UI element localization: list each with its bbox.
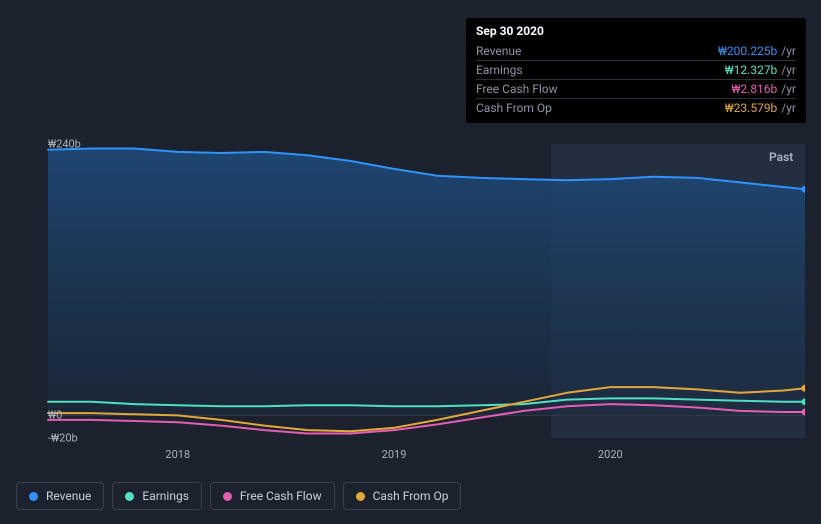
legend-dot-icon (125, 492, 134, 501)
legend-item[interactable]: Earnings (112, 482, 202, 510)
legend-dot-icon (29, 492, 38, 501)
legend: Revenue Earnings Free Cash Flow Cash From O… (16, 482, 461, 510)
tooltip-row-value: ₩2.816b/yr (732, 82, 796, 96)
legend-dot-icon (223, 492, 232, 501)
legend-label: Earnings (142, 489, 189, 503)
tooltip-row: Earnings ₩12.327b/yr (476, 60, 796, 79)
tooltip-row: Revenue ₩200.225b/yr (476, 42, 796, 60)
legend-label: Revenue (46, 489, 91, 503)
tooltip-row-label: Cash From Op (476, 101, 552, 115)
chart-tooltip: Sep 30 2020 Revenue ₩200.225b/yr Earnings ₩… (466, 18, 806, 123)
x-axis-label: 2020 (598, 448, 623, 461)
tooltip-row-label: Revenue (476, 44, 521, 58)
tooltip-row-label: Earnings (476, 63, 523, 77)
tooltip-row: Free Cash Flow ₩2.816b/yr (476, 79, 796, 98)
tooltip-row-value: ₩23.579b/yr (725, 101, 796, 115)
x-axis-label: 2018 (165, 448, 190, 461)
chart-panel: Sep 30 2020 Revenue ₩200.225b/yr Earnings ₩… (0, 0, 821, 524)
legend-item[interactable]: Free Cash Flow (210, 482, 335, 510)
past-label: Past (769, 150, 793, 164)
legend-label: Cash From Op (373, 489, 449, 503)
tooltip-row: Cash From Op ₩23.579b/yr (476, 98, 796, 117)
x-axis-label: 2019 (382, 448, 407, 461)
legend-item[interactable]: Revenue (16, 482, 104, 510)
legend-item[interactable]: Cash From Op (343, 482, 462, 510)
tooltip-row-value: ₩12.327b/yr (725, 63, 796, 77)
tooltip-row-value: ₩200.225b/yr (718, 44, 796, 58)
legend-label: Free Cash Flow (240, 489, 322, 503)
legend-dot-icon (356, 492, 365, 501)
chart-svg (16, 120, 805, 460)
tooltip-row-label: Free Cash Flow (476, 82, 558, 96)
chart-area: Past ₩240b₩0-₩20b 201820192020 (16, 120, 805, 460)
tooltip-date: Sep 30 2020 (476, 24, 796, 38)
